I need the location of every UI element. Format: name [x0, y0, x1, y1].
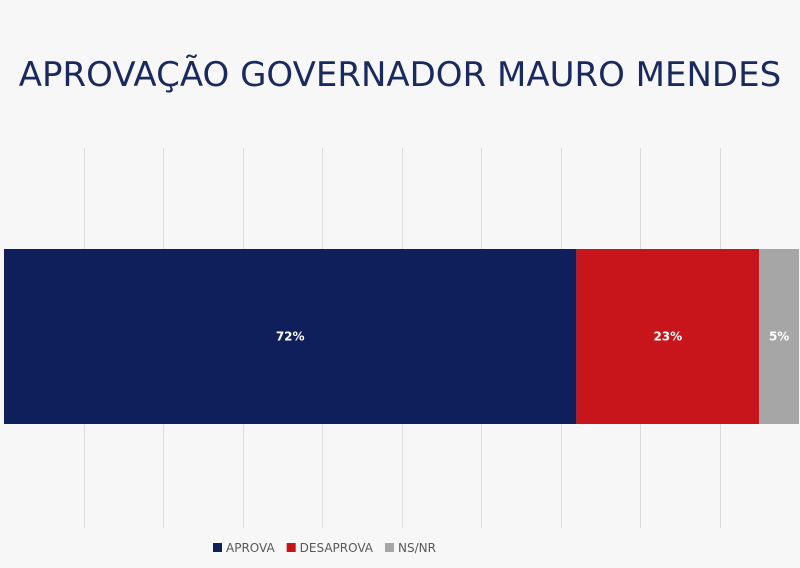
legend-swatch — [213, 543, 222, 552]
bar-segment-desaprova — [576, 249, 760, 424]
stacked-bar — [4, 249, 799, 424]
data-label: 5% — [769, 330, 789, 344]
legend: APROVA DESAPROVA NS/NR — [213, 541, 436, 555]
data-labels: 72% 23% 5% — [276, 330, 789, 344]
data-label: 23% — [653, 330, 682, 344]
legend-swatch — [385, 543, 395, 552]
legend-label: DESAPROVA — [300, 541, 374, 555]
legend-swatch — [286, 543, 296, 552]
legend-label: NS/NR — [398, 541, 436, 555]
bar-segment-ns-nr — [759, 249, 799, 424]
bar-segment-aprova — [4, 249, 577, 424]
chart-title: APROVAÇÃO GOVERNADOR MAURO MENDES — [19, 55, 781, 95]
data-label: 72% — [276, 330, 305, 344]
legend-label: APROVA — [226, 541, 275, 555]
